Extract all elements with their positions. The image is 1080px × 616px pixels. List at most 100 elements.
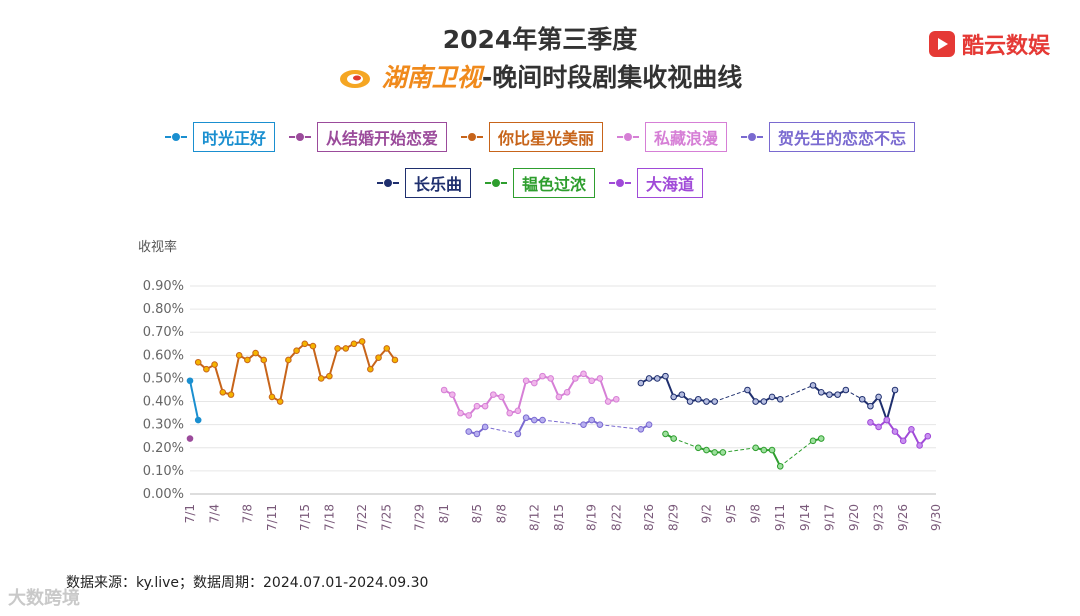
data-point [481,402,489,410]
data-point [760,446,768,454]
y-axis-label: 收视率 [138,240,178,255]
data-point [260,356,268,364]
series-segment [361,340,372,371]
data-point [350,340,358,348]
data-point [752,444,759,452]
x-tick-label: 8/5 [470,504,484,523]
watermark: 大数跨境 [8,588,80,609]
series-segment [542,419,584,426]
x-tick-label: 9/17 [822,504,836,531]
data-point [317,375,325,382]
x-tick-label: 7/29 [413,504,427,531]
legend-marker-icon [617,132,639,142]
legend-label: 你比星光美丽 [488,122,603,152]
y-tick-label: 0.90% [143,279,184,294]
brand-logo: 酷云数娱 [928,28,1050,60]
data-point [908,425,915,433]
legend-label: 韫色过浓 [512,168,595,198]
x-tick-label: 7/4 [208,504,222,523]
legend-label: 大海道 [637,168,704,198]
data-point [211,361,218,368]
data-point [342,345,350,352]
data-point [276,398,284,405]
data-point [588,377,595,385]
x-tick-label: 8/12 [527,504,541,531]
legend-item: 从结婚开始恋爱 [288,122,447,152]
series-segment [664,375,675,398]
data-point [440,386,448,394]
data-point [531,379,538,387]
data-point [809,437,817,445]
y-tick-label: 0.70% [143,325,184,340]
x-tick-label: 8/1 [437,504,451,523]
legend-item: 贺先生的恋恋不忘 [741,122,916,152]
data-point [465,428,473,435]
data-point [686,398,694,405]
x-tick-label: 7/1 [183,504,197,523]
data-point [662,430,669,438]
series-4 [440,370,620,419]
y-tick-label: 0.60% [143,348,184,363]
x-tick-label: 7/8 [240,504,254,523]
data-point [916,442,923,449]
chart-title-line1: 2024年第三季度 [442,25,638,54]
data-point [826,391,833,398]
x-tick-label: 9/14 [798,504,812,531]
data-point [891,428,899,435]
data-point [547,375,555,382]
y-tick-label: 0.40% [143,395,184,410]
data-point [596,421,604,428]
data-point [867,402,874,410]
data-point [293,347,300,355]
legend-label: 私藏浪漫 [645,122,728,152]
data-point [694,395,702,403]
data-point [924,432,932,440]
data-point [883,416,891,424]
data-point [670,393,677,401]
data-point [875,393,882,401]
series-segment [516,379,528,412]
legend-marker-icon [484,178,507,188]
data-point [194,358,202,366]
data-point [194,416,202,424]
data-point [490,391,497,398]
legend-row-2: 长乐曲 韫色过浓 大海道 [0,168,1080,198]
y-tick-label: 0.50% [143,371,184,386]
data-point [875,423,882,431]
data-point [768,446,776,454]
data-point [670,435,677,442]
data-point [768,393,776,401]
data-point [563,389,571,396]
data-point [203,365,210,373]
data-point [653,375,661,382]
x-tick-label: 9/8 [749,504,763,523]
data-point [235,352,243,359]
data-point [703,446,710,454]
legend-marker-icon [376,178,399,188]
x-tick-label: 9/23 [872,504,886,531]
x-tick-label: 7/15 [298,504,312,531]
data-point [604,398,612,405]
data-point [383,345,391,352]
data-point [367,365,374,373]
x-tick-label: 8/19 [585,504,599,531]
chart-title-channel: 湖南卫视 [381,63,482,92]
data-point [539,372,546,380]
data-point [752,398,759,405]
y-tick-label: 0.20% [143,441,184,456]
data-point [186,435,194,442]
data-point [662,372,669,380]
series-segment [722,447,757,453]
data-point [637,379,645,387]
legend-marker-icon [288,132,311,142]
data-point [776,462,784,470]
data-point [891,386,899,394]
data-point [776,395,784,403]
series-7 [662,430,825,470]
data-point [678,391,686,398]
series-segment [213,363,224,394]
x-tick-label: 8/15 [552,504,566,531]
y-tick-label: 0.10% [143,464,184,479]
hunan-tv-logo-icon [339,70,370,88]
data-point [244,356,251,364]
